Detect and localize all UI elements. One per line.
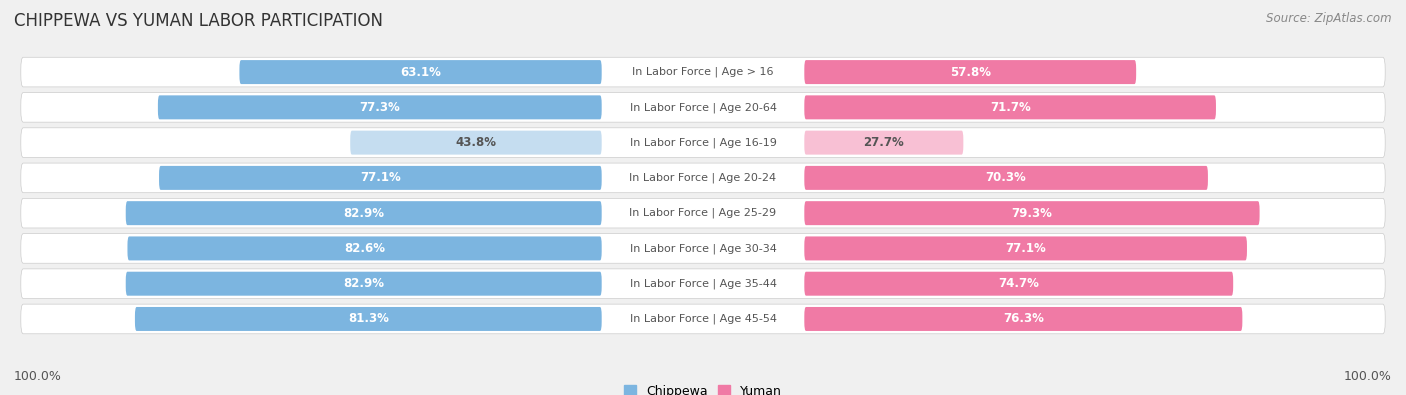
FancyBboxPatch shape <box>804 95 1216 119</box>
Text: In Labor Force | Age 20-64: In Labor Force | Age 20-64 <box>630 102 776 113</box>
Text: In Labor Force | Age 45-54: In Labor Force | Age 45-54 <box>630 314 776 324</box>
Text: 77.1%: 77.1% <box>360 171 401 184</box>
Text: 100.0%: 100.0% <box>14 370 62 383</box>
FancyBboxPatch shape <box>21 128 1385 158</box>
Text: 79.3%: 79.3% <box>1011 207 1052 220</box>
Text: 63.1%: 63.1% <box>401 66 441 79</box>
FancyBboxPatch shape <box>804 272 1233 296</box>
Text: 77.1%: 77.1% <box>1005 242 1046 255</box>
Text: In Labor Force | Age > 16: In Labor Force | Age > 16 <box>633 67 773 77</box>
Text: Source: ZipAtlas.com: Source: ZipAtlas.com <box>1267 12 1392 25</box>
FancyBboxPatch shape <box>159 166 602 190</box>
Legend: Chippewa, Yuman: Chippewa, Yuman <box>619 380 787 395</box>
FancyBboxPatch shape <box>128 237 602 260</box>
FancyBboxPatch shape <box>239 60 602 84</box>
Text: 71.7%: 71.7% <box>990 101 1031 114</box>
FancyBboxPatch shape <box>804 237 1247 260</box>
Text: In Labor Force | Age 25-29: In Labor Force | Age 25-29 <box>630 208 776 218</box>
FancyBboxPatch shape <box>21 92 1385 122</box>
FancyBboxPatch shape <box>157 95 602 119</box>
Text: In Labor Force | Age 16-19: In Labor Force | Age 16-19 <box>630 137 776 148</box>
Text: 100.0%: 100.0% <box>1344 370 1392 383</box>
Text: In Labor Force | Age 20-24: In Labor Force | Age 20-24 <box>630 173 776 183</box>
Text: 82.6%: 82.6% <box>344 242 385 255</box>
FancyBboxPatch shape <box>21 198 1385 228</box>
Text: 77.3%: 77.3% <box>360 101 401 114</box>
FancyBboxPatch shape <box>804 307 1243 331</box>
FancyBboxPatch shape <box>804 131 963 154</box>
Text: 82.9%: 82.9% <box>343 277 384 290</box>
FancyBboxPatch shape <box>125 201 602 225</box>
Text: CHIPPEWA VS YUMAN LABOR PARTICIPATION: CHIPPEWA VS YUMAN LABOR PARTICIPATION <box>14 12 382 30</box>
Text: 82.9%: 82.9% <box>343 207 384 220</box>
FancyBboxPatch shape <box>21 163 1385 193</box>
FancyBboxPatch shape <box>21 233 1385 263</box>
FancyBboxPatch shape <box>125 272 602 296</box>
Text: 70.3%: 70.3% <box>986 171 1026 184</box>
Text: In Labor Force | Age 35-44: In Labor Force | Age 35-44 <box>630 278 776 289</box>
FancyBboxPatch shape <box>804 201 1260 225</box>
FancyBboxPatch shape <box>21 269 1385 299</box>
Text: 76.3%: 76.3% <box>1002 312 1043 325</box>
Text: 43.8%: 43.8% <box>456 136 496 149</box>
Text: 74.7%: 74.7% <box>998 277 1039 290</box>
FancyBboxPatch shape <box>804 60 1136 84</box>
Text: 81.3%: 81.3% <box>347 312 388 325</box>
FancyBboxPatch shape <box>135 307 602 331</box>
FancyBboxPatch shape <box>21 57 1385 87</box>
FancyBboxPatch shape <box>350 131 602 154</box>
Text: 57.8%: 57.8% <box>949 66 991 79</box>
FancyBboxPatch shape <box>804 166 1208 190</box>
Text: 27.7%: 27.7% <box>863 136 904 149</box>
FancyBboxPatch shape <box>21 304 1385 334</box>
Text: In Labor Force | Age 30-34: In Labor Force | Age 30-34 <box>630 243 776 254</box>
